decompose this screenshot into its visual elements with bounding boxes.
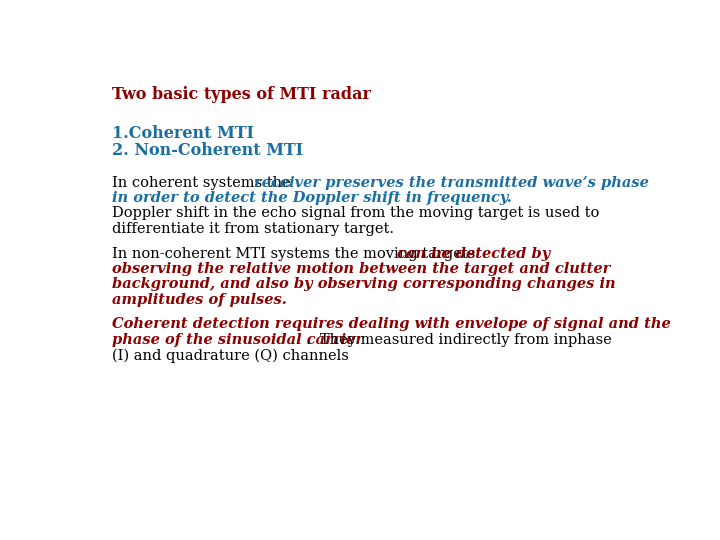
Text: 2. Non-Coherent MTI: 2. Non-Coherent MTI (112, 142, 303, 159)
Text: background, and also by observing corresponding changes in: background, and also by observing corres… (112, 278, 616, 291)
Text: Coherent detection requires dealing with envelope of signal and the: Coherent detection requires dealing with… (112, 318, 670, 332)
Text: In coherent systems the: In coherent systems the (112, 176, 295, 190)
Text: Two basic types of MTI radar: Two basic types of MTI radar (112, 86, 371, 103)
Text: can be detected by: can be detected by (397, 247, 550, 260)
Text: amplitudes of pulses.: amplitudes of pulses. (112, 293, 287, 307)
Text: Doppler shift in the echo signal from the moving target is used to: Doppler shift in the echo signal from th… (112, 206, 599, 220)
Text: phase of the sinusoidal carrier: phase of the sinusoidal carrier (112, 333, 363, 347)
Text: differentiate it from stationary target.: differentiate it from stationary target. (112, 222, 394, 236)
Text: (I) and quadrature (Q) channels: (I) and quadrature (Q) channels (112, 348, 348, 362)
Text: in order to detect the Doppler shift in frequency.: in order to detect the Doppler shift in … (112, 191, 512, 205)
Text: .  They measured indirectly from inphase: . They measured indirectly from inphase (306, 333, 612, 347)
Text: In non-coherent MTI systems the moving targets: In non-coherent MTI systems the moving t… (112, 247, 480, 260)
Text: 1.Coherent MTI: 1.Coherent MTI (112, 125, 253, 142)
Text: receiver preserves the transmitted wave’s phase: receiver preserves the transmitted wave’… (254, 176, 649, 190)
Text: observing the relative motion between the target and clutter: observing the relative motion between th… (112, 262, 610, 276)
